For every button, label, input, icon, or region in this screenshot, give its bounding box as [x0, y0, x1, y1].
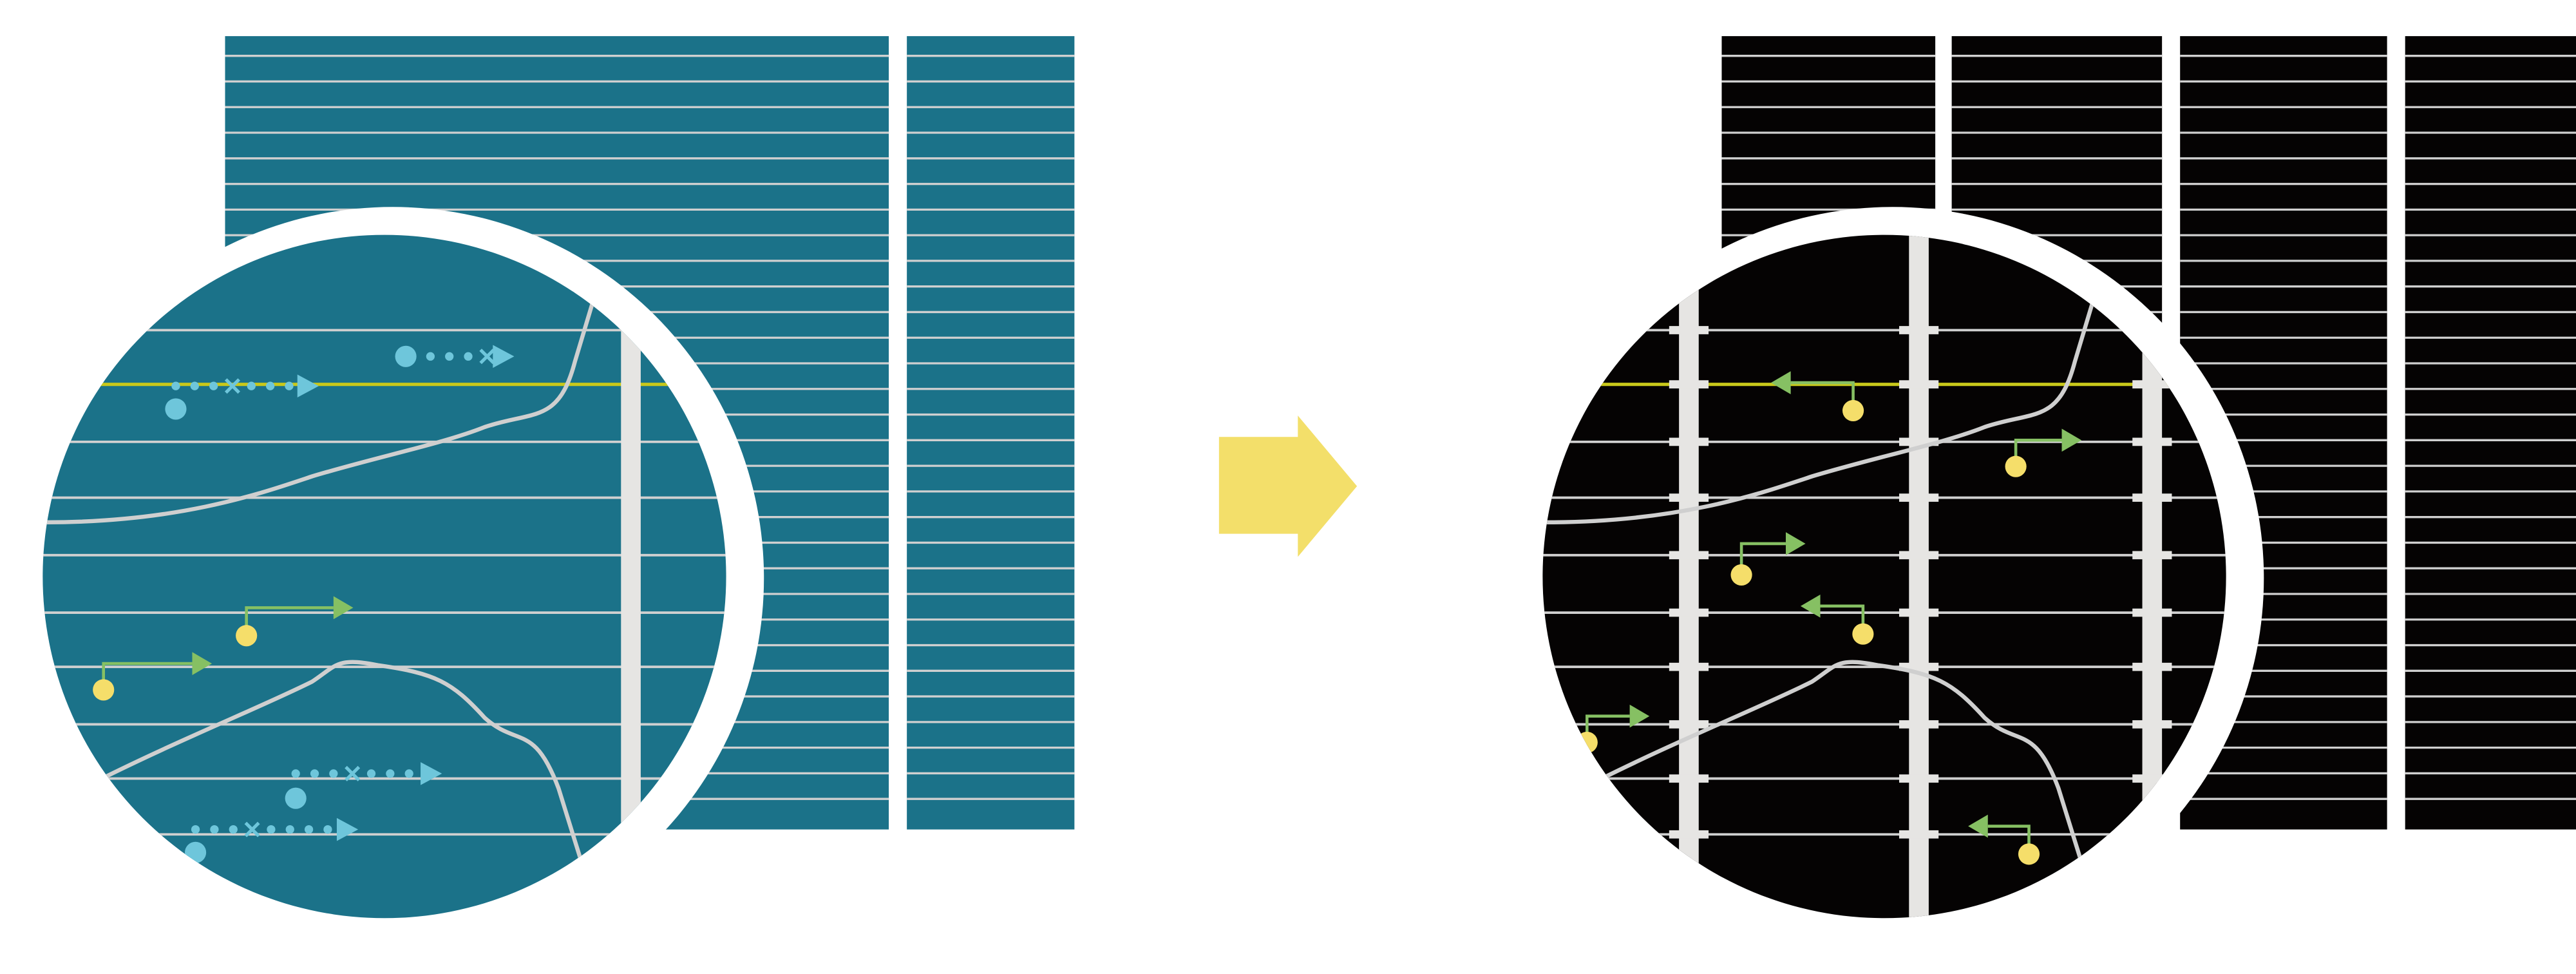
panel-column: [2405, 36, 2576, 830]
cross-mark: [244, 821, 260, 837]
green-arrowhead-icon: [1800, 595, 1821, 618]
green-arrowhead-icon: [1629, 704, 1650, 728]
cross-mark: [479, 349, 495, 365]
green-arrowhead-icon: [1968, 814, 1988, 838]
small-dot: [366, 769, 376, 778]
gray-curve: [1597, 660, 2084, 863]
arrow-right-icon: [1218, 415, 1358, 557]
small-dot: [229, 825, 238, 834]
divider-bar: [621, 234, 641, 919]
lens-background: [43, 234, 726, 919]
small-dot: [209, 381, 218, 390]
divider-tick: [1899, 608, 1939, 617]
divider-tick: [1899, 380, 1939, 389]
lens-background: [1542, 234, 2226, 919]
divider-tick: [2132, 608, 2172, 617]
divider-tick: [2132, 720, 2172, 729]
divider-tick: [1899, 493, 1939, 502]
small-dot: [445, 352, 454, 361]
large-dot: [285, 787, 307, 809]
divider-tick: [1669, 774, 1709, 783]
small-dot: [329, 769, 338, 778]
divider-tick: [2132, 662, 2172, 671]
cross-mark: [224, 378, 240, 394]
small-dot: [191, 825, 200, 834]
divider-tick: [1669, 608, 1709, 617]
small-dot: [291, 769, 300, 778]
divider-bar: [1679, 234, 1699, 919]
small-dot: [267, 825, 276, 834]
small-dot: [304, 825, 314, 834]
arrowhead-icon: [297, 374, 319, 398]
divider-tick: [1899, 830, 1939, 839]
small-dot: [426, 352, 435, 361]
large-dot: [165, 398, 187, 420]
divider-tick: [1669, 380, 1709, 389]
divider-tick: [1669, 720, 1709, 729]
divider-bar: [1909, 234, 1929, 919]
yellow-dot: [1730, 564, 1752, 586]
small-dot: [210, 825, 219, 834]
small-dot: [464, 352, 473, 361]
yellow-dot: [2018, 843, 2040, 865]
yellow-dot: [1852, 623, 1874, 645]
gray-curve: [46, 295, 597, 525]
divider-tick: [1899, 326, 1939, 334]
divider-tick: [2132, 493, 2172, 502]
small-dot: [266, 381, 275, 390]
panel-column: [907, 36, 1075, 830]
small-dot: [247, 381, 256, 390]
gray-curve: [97, 660, 584, 863]
divider-tick: [1669, 493, 1709, 502]
small-dot: [285, 825, 294, 834]
divider-tick: [1899, 551, 1939, 560]
before-panel: [21, 36, 1075, 950]
divider-tick: [1669, 662, 1709, 671]
after-panel: [1521, 36, 2576, 950]
green-arrowhead-icon: [1771, 371, 1791, 394]
cross-mark: [345, 765, 361, 781]
yellow-dot: [236, 625, 258, 647]
green-arrowhead-icon: [192, 652, 213, 675]
divider-tick: [1669, 437, 1709, 446]
divider-tick: [2132, 551, 2172, 560]
divider-tick: [1669, 551, 1709, 560]
lens-content: [1542, 234, 2226, 919]
green-arrowhead-icon: [333, 596, 354, 620]
small-dot: [404, 769, 413, 778]
small-dot: [310, 769, 319, 778]
divider-tick: [1899, 774, 1939, 783]
green-arrowhead-icon: [2061, 428, 2082, 452]
gray-curve: [1546, 295, 2097, 525]
divider-tick: [1669, 326, 1709, 334]
small-dot: [323, 825, 332, 834]
arrowhead-icon: [336, 817, 359, 841]
yellow-dot: [1842, 399, 1864, 422]
arrowhead-icon: [493, 345, 515, 368]
arrowhead-icon: [421, 762, 442, 785]
divider-tick: [2132, 437, 2172, 446]
green-arrowhead-icon: [1785, 532, 1806, 555]
small-dot: [171, 381, 180, 390]
small-dot: [285, 381, 294, 390]
small-dot: [386, 769, 395, 778]
divider-tick: [1669, 830, 1709, 839]
yellow-dot: [2005, 455, 2027, 477]
lens-content: [43, 234, 726, 919]
large-dot: [395, 345, 417, 367]
yellow-dot: [93, 679, 115, 701]
transition-arrow-icon: [1218, 415, 1358, 557]
divider-tick: [2132, 380, 2172, 389]
small-dot: [190, 381, 199, 390]
divider-tick: [1899, 720, 1939, 729]
